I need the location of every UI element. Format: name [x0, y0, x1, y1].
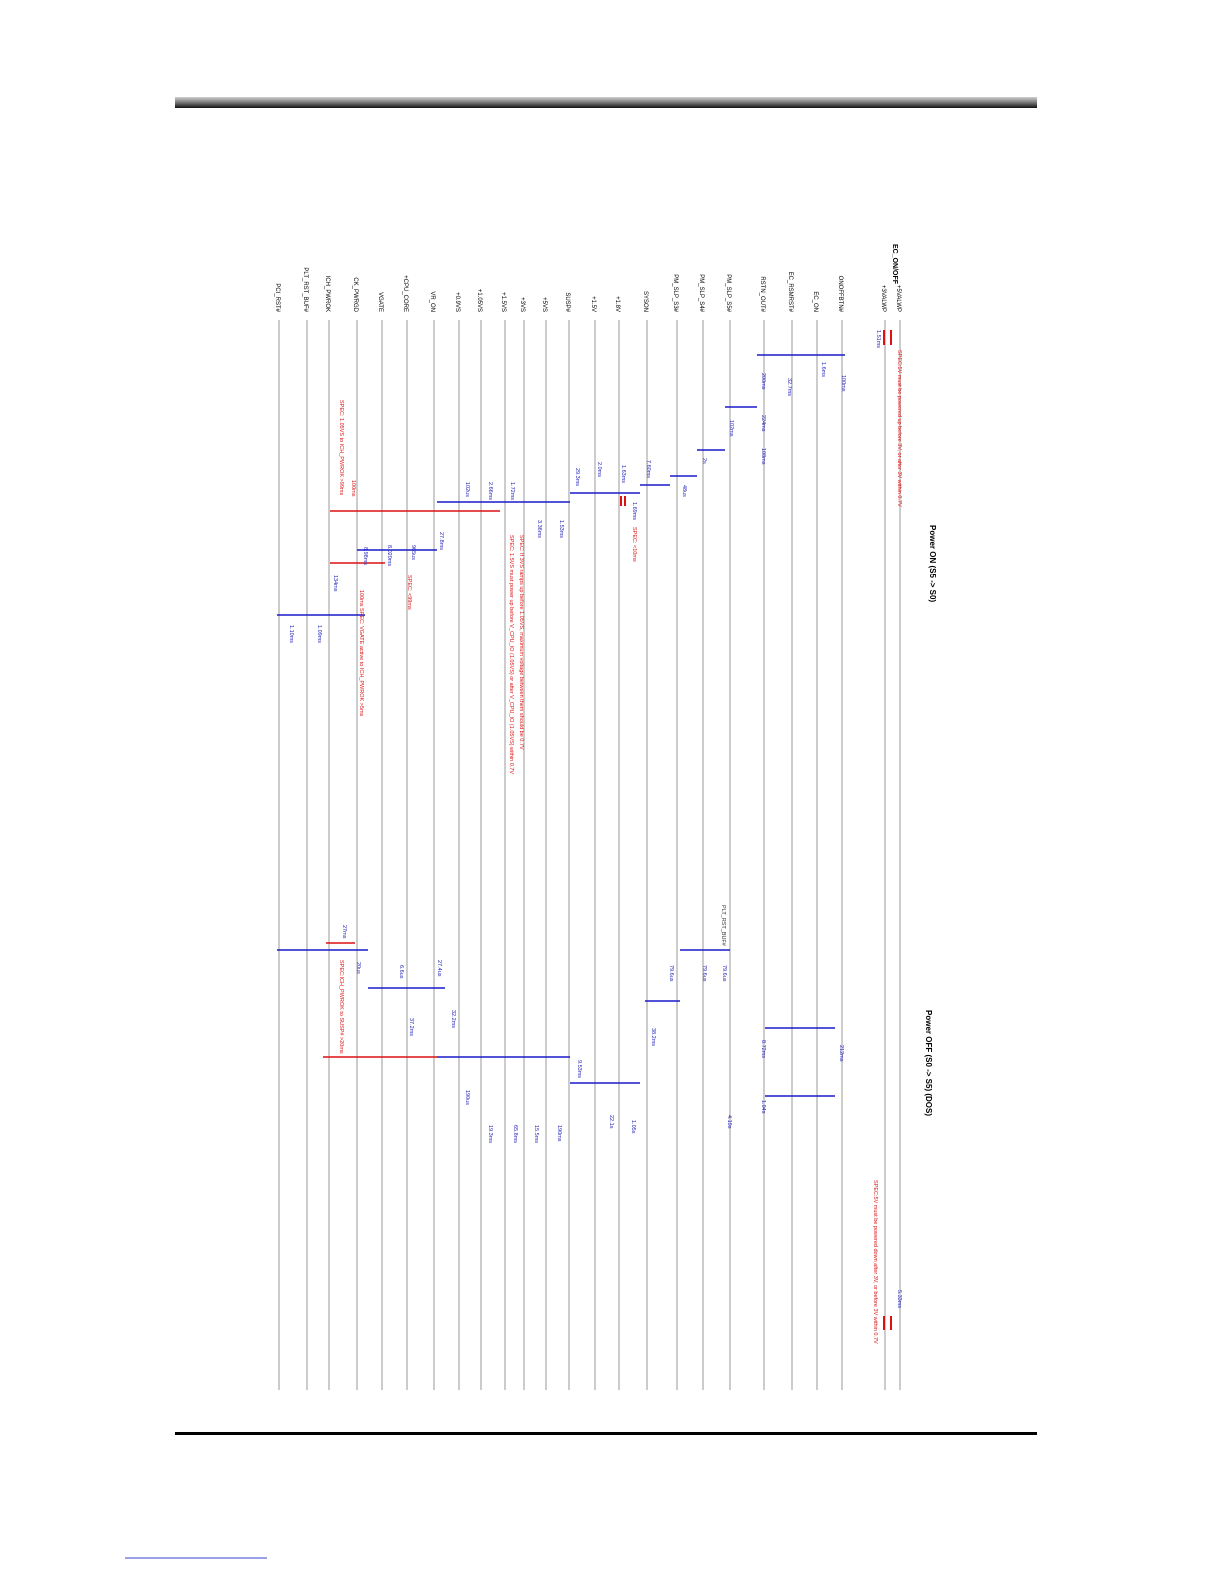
spec-note: SPEC: 1.05VS to ICH_PWROK >99ms — [338, 400, 344, 495]
spec-note: SPEC: 1.5VS must power up before V_CPU_I… — [508, 535, 514, 774]
signal-label: SUSP# — [564, 292, 570, 312]
timing-annotation: 200ms — [760, 373, 766, 390]
spec-note: SPEC:5V must be powered up before 3V, or… — [896, 350, 902, 507]
spec-note: SPEC:5V must be powered down after 3V, o… — [872, 1180, 878, 1344]
timing-annotation: 79.6us — [721, 965, 727, 982]
timing-annotation: 2.66ms — [487, 482, 493, 500]
timing-annotation: PLT_RST_BUF# — [720, 905, 726, 947]
timing-annotation: 6.6us — [398, 965, 404, 979]
timing-annotation: 27.4us — [436, 960, 442, 977]
signal-label: +1.05VS — [476, 289, 482, 312]
timing-annotation: 65.8ms — [512, 1125, 518, 1143]
timing-annotation: 32.2ms — [450, 1010, 456, 1028]
spec-note: 100ms — [350, 480, 356, 497]
timing-annotation: 1.6ms — [820, 362, 826, 377]
timing-annotation: 100ms — [840, 375, 846, 392]
signal-label: +3VALWP — [880, 285, 886, 312]
signal-label: PCI_RST# — [274, 283, 280, 312]
timing-annotation: 4.19s — [726, 1115, 732, 1129]
timing-annotation: 48us — [681, 485, 687, 497]
timing-annotation: 1.63ms — [620, 465, 626, 483]
timing-annotation: 8.98ms — [362, 547, 368, 565]
signal-label: EC_RSMRST# — [787, 272, 793, 313]
timing-annotation: 38.2ms — [650, 1028, 656, 1046]
timing-annotation: 102ms — [728, 420, 734, 437]
timing-annotation: 224ms — [760, 415, 766, 432]
timing-annotation: 212ms — [838, 1045, 844, 1062]
signal-label: PM_SLP_S4# — [698, 274, 704, 312]
timing-annotation: 1.72ms — [509, 482, 515, 500]
signal-label: ICH_PWROK — [324, 276, 330, 312]
signal-label: PLT_RST_BUF# — [302, 267, 308, 312]
spec-note: 100ms SPEC: VGATE active to ICH_PWROK >5… — [358, 590, 364, 717]
signal-label: +1.8V — [614, 296, 620, 312]
timing-annotation: 965us — [410, 545, 416, 560]
timing-annotation: 22.1s — [608, 1115, 614, 1129]
spec-note: SPEC: If 3VS ramps up before 1.05VS, max… — [518, 535, 524, 750]
timing-annotation: 9.53ms — [576, 1060, 582, 1078]
timing-annotation: 79.6us — [668, 965, 674, 982]
timing-annotation: 1.04s — [760, 1100, 766, 1114]
timing-annotation: 2s — [701, 458, 707, 464]
timing-annotation: 102us — [464, 482, 470, 497]
signal-label: VGATE — [377, 292, 383, 312]
signal-label: +3VS — [519, 297, 525, 312]
timing-annotation: 1.09ms — [316, 625, 322, 643]
signal-label: SYSON — [642, 291, 648, 312]
timing-annotation: 1.51ms — [875, 330, 881, 348]
timing-annotation: 3.36ms — [536, 520, 542, 538]
spec-note: SPEC: <99ms — [406, 575, 412, 610]
section-title: Power ON (S5 -> S0) — [928, 525, 937, 602]
timing-annotation: 37.2ms — [408, 1018, 414, 1036]
signal-label: EC_ON — [812, 291, 818, 312]
timing-annotation: 8.72ms — [760, 1040, 766, 1058]
timing-annotation: 15.5ms — [533, 1125, 539, 1143]
spec-note: SPEC: <10ms — [631, 527, 637, 562]
footer-rule — [175, 1432, 1037, 1435]
timing-annotation: 1.53ms — [558, 520, 564, 538]
signal-label: +1.5V — [590, 296, 596, 312]
timing-annotation: 8.020ms — [386, 545, 392, 566]
timing-annotation: 7.60ms — [645, 460, 651, 478]
header-bar — [175, 97, 1037, 108]
spec-note: SPEC:ICH_PWROK to SUSP# >20ms — [338, 960, 344, 1054]
signal-label: ONOFFBTN# — [837, 276, 843, 313]
timing-annotation: 29.3ms — [574, 468, 580, 486]
timing-annotation: 27ms — [341, 925, 347, 939]
timing-annotation: 19.3ms — [487, 1125, 493, 1143]
section-title: Power OFF (S0 -> S5) (DOS) — [924, 1010, 933, 1116]
diagram-area — [270, 242, 945, 1397]
timing-annotation: 1.10ms — [288, 625, 294, 643]
timing-annotation: 190ms — [556, 1125, 562, 1142]
timing-annotation: 79.6us — [701, 965, 707, 982]
timing-annotation: 20us — [355, 962, 361, 974]
timing-annotation: 32.7ms — [786, 378, 792, 396]
signal-label: RSTN_OUT# — [759, 276, 765, 312]
timing-annotation: 1.69ms — [631, 502, 637, 520]
signal-label: +0.9VS — [454, 292, 460, 312]
timing-diagram: +5VALWP +3VALWP ONOFFBTN# EC_ON EC_RSMRST# RS… — [274, 244, 937, 1390]
signal-label: PM_SLP_S3# — [672, 274, 678, 312]
timing-annotation: 2.0ms — [596, 462, 602, 477]
diagram-label: EC_ON/OFF — [891, 244, 898, 285]
signal-label: +5VALWP — [895, 285, 901, 312]
signal-label: PM_SLP_S5# — [725, 274, 731, 312]
signal-label: +5VS — [541, 297, 547, 312]
signal-label: +1.5VS — [500, 292, 506, 312]
signal-label: VR_ON — [429, 291, 435, 312]
signal-label: +CPU_CORE — [402, 275, 408, 312]
timing-annotation: 5.33ms — [896, 1290, 902, 1308]
signal-label: CK_PWRGD — [352, 277, 358, 312]
timing-annotation: 134ms — [332, 575, 338, 592]
timing-annotation: 190us — [464, 1090, 470, 1105]
timing-annotation: 1.05s — [630, 1120, 636, 1134]
timing-annotation: 27.8ms — [438, 532, 444, 550]
timing-annotation: 108ms — [760, 448, 766, 465]
